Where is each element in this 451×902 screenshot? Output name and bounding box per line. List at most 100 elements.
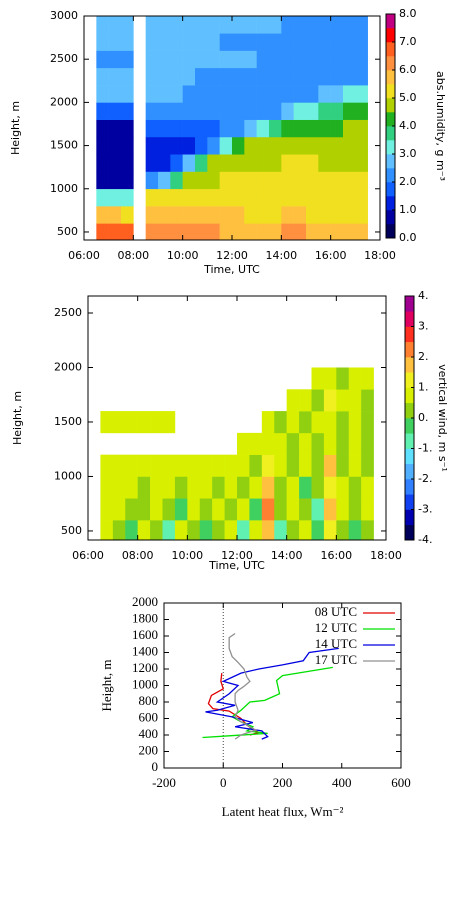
colorbar-segment (405, 494, 414, 510)
heatmap-cell (306, 50, 319, 69)
colorbar-tick-label: 8.0 (399, 7, 417, 20)
heatmap-cell (256, 16, 270, 34)
colorbar-segment (405, 463, 414, 480)
heatmap-cell (330, 102, 344, 120)
heatmap-cell (121, 16, 134, 34)
heatmap-cell (170, 16, 183, 34)
heatmap-cell (306, 33, 319, 51)
colorbar-segment (405, 357, 414, 373)
x-axis-label: Latent heat flux, Wm⁻² (222, 804, 344, 819)
heatmap-cell (355, 188, 368, 207)
heatmap-cell (361, 367, 374, 390)
heatmap-cell (108, 50, 122, 69)
heatmap-cell (170, 223, 183, 240)
heatmap-cell (343, 50, 356, 69)
heatmap-cell (207, 16, 220, 34)
heatmap-cell (112, 411, 126, 434)
heatmap-cell (96, 154, 109, 172)
heatmap-cell (311, 367, 325, 390)
heatmap-cell (170, 119, 183, 138)
heatmap-cell (281, 119, 294, 138)
colorbar-segment (405, 433, 414, 449)
heatmap-cell (336, 432, 350, 455)
heatmap-cell (207, 67, 220, 86)
heatmap-cell (318, 50, 331, 69)
heatmap-cell (281, 223, 294, 240)
heatmap-cell (108, 206, 122, 224)
heatmap-cell (96, 16, 109, 34)
heatmap-cell (232, 102, 245, 120)
heatmap-cell (121, 85, 134, 103)
heatmap-cell (121, 119, 134, 138)
colorbar-tick-label: -2. (418, 472, 432, 485)
heatmap-cell (137, 520, 151, 540)
y-tick-label: 1200 (132, 660, 158, 675)
heatmap-cell (269, 16, 282, 34)
heatmap-cell (286, 432, 300, 455)
heatmap-cell (306, 171, 319, 190)
heatmap-cell (355, 50, 368, 69)
heatmap-cell (361, 454, 374, 477)
heatmap-cell (348, 389, 362, 412)
heatmap-cell (318, 119, 331, 138)
colorbar-segment (386, 56, 395, 71)
heatmap-panel: 06:00 08:00 10:00 12:00 14:00 16:00 18:00 500 10… (11, 289, 449, 572)
heatmap-cell (195, 16, 208, 34)
heatmap-cell (299, 432, 312, 455)
heatmap-cell (195, 223, 208, 240)
heatmap-cell (355, 119, 368, 138)
heatmap-cell (125, 520, 138, 540)
heatmap-cell (269, 33, 282, 51)
heatmap-cell (121, 171, 134, 190)
heatmap-cell (343, 85, 356, 103)
heatmap-cell (343, 188, 356, 207)
heatmap-cell (306, 136, 319, 155)
heatmap-cell (286, 389, 300, 412)
heatmap-cell (237, 520, 250, 540)
heatmap-cell (269, 171, 282, 190)
heatmap-cell (125, 498, 138, 521)
heatmap-cell (343, 206, 356, 224)
x-tick-label: 08:00 (117, 249, 149, 262)
heatmap-cell (330, 206, 344, 224)
heatmap-cell (293, 136, 307, 155)
heatmap-cell (182, 16, 196, 34)
colorbar-segment (405, 341, 414, 358)
colorbar-segment (386, 154, 395, 169)
heatmap-cell (306, 223, 319, 240)
heatmap-cell (293, 206, 307, 224)
heatmap-cell (293, 50, 307, 69)
heatmap-cell (145, 67, 159, 86)
heatmap-cell (269, 102, 282, 120)
heatmap-cell (96, 136, 109, 155)
heatmap-cell (96, 206, 109, 224)
heatmap-cell (199, 498, 213, 521)
heatmap-cell (249, 432, 263, 455)
heatmap-cell (112, 476, 126, 499)
colorbar-segment (386, 140, 395, 155)
heatmap-cell (330, 16, 344, 34)
heatmap-cell (361, 389, 374, 412)
heatmap-cell (108, 16, 122, 34)
colorbar-segment (386, 42, 395, 57)
heatmap-cell (121, 102, 134, 120)
heatmap-cell (323, 411, 337, 434)
heatmap-cell (244, 223, 257, 240)
heatmap-cell (256, 67, 270, 86)
heatmap-cell (195, 67, 208, 86)
heatmap-cell (318, 206, 331, 224)
heatmap-cell (137, 476, 151, 499)
heatmap-cell (219, 223, 233, 240)
y-axis-label: Height, m (11, 391, 24, 445)
heatmap-cell (219, 67, 233, 86)
profile-line (228, 632, 258, 740)
heatmap-cell (158, 16, 171, 34)
heatmap-cell (237, 454, 250, 477)
heatmap-cell (269, 119, 282, 138)
colorbar-tick-label: 0. (418, 411, 429, 424)
heatmap-cell (182, 102, 196, 120)
heatmap-cell (293, 33, 307, 51)
heatmap-cell (137, 454, 151, 477)
